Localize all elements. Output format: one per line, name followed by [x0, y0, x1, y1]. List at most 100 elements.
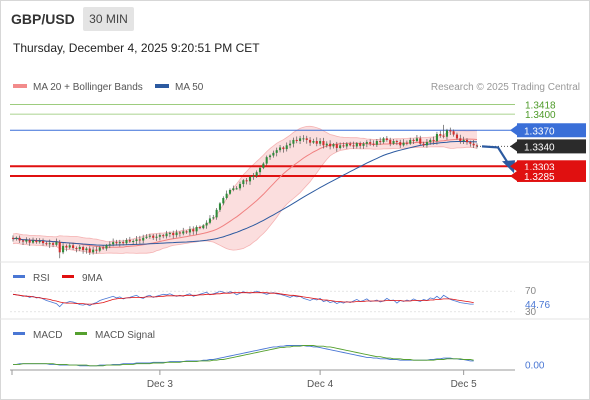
candle-body [112, 242, 115, 245]
candle-body [412, 139, 415, 142]
candle [38, 238, 41, 244]
candle-body [372, 143, 375, 145]
candle-body [282, 147, 285, 150]
candle-body [158, 235, 161, 237]
candle [145, 234, 148, 239]
rsi-ma-line [12, 292, 474, 305]
candle-body [469, 142, 472, 144]
candle-body [135, 239, 138, 242]
candle-body [185, 231, 188, 233]
candle-body [72, 245, 75, 249]
candle [452, 129, 455, 137]
candle [128, 236, 131, 243]
candle [295, 136, 298, 144]
candle [48, 239, 51, 248]
candle [35, 238, 38, 244]
candle [112, 238, 115, 247]
candle [395, 139, 398, 146]
candle [52, 241, 55, 248]
candle [215, 208, 218, 220]
timeframe-badge[interactable]: 30 MIN [83, 7, 134, 31]
candle [205, 220, 208, 229]
candle [289, 140, 292, 149]
candle-body [225, 193, 228, 199]
candle-body [465, 139, 469, 143]
candle [165, 230, 168, 239]
candle [208, 215, 211, 225]
candle-body [122, 242, 125, 244]
candle-body [429, 139, 432, 143]
candle [78, 244, 81, 252]
candle [475, 143, 479, 149]
candle [235, 186, 238, 190]
candle [315, 137, 318, 147]
candle [92, 246, 95, 255]
candle-body [339, 145, 342, 149]
candle-body [385, 138, 388, 140]
candle [172, 230, 175, 239]
candle-body [472, 143, 475, 146]
candle-body [148, 235, 151, 237]
candle [72, 242, 75, 250]
price-legend: MA 20 + Bollinger Bands MA 50 Research ©… [13, 82, 580, 93]
legend-label-macd-signal: MACD Signal [95, 330, 155, 341]
candle-body [395, 141, 398, 143]
candle-body [319, 141, 322, 144]
candle [11, 235, 15, 242]
candle [345, 142, 348, 149]
candle-body [299, 138, 302, 142]
candle [118, 239, 121, 247]
forecast-arrow [481, 145, 515, 174]
candle-body [11, 237, 15, 239]
candle-body [31, 240, 35, 243]
candle-body [235, 188, 238, 190]
candle-body [142, 237, 145, 241]
candle-body [422, 143, 425, 146]
candle [75, 246, 78, 253]
candle-body [309, 139, 312, 143]
candle [432, 136, 435, 145]
candle [238, 181, 242, 191]
candle-body [182, 231, 185, 234]
candle-body [462, 139, 465, 142]
candle-body [342, 145, 345, 147]
candle [42, 238, 45, 246]
candle-body [435, 134, 438, 142]
legend-swatch-rsi [13, 275, 25, 278]
candle-body [105, 245, 108, 249]
candle-body [415, 138, 418, 142]
candle-body [152, 235, 155, 238]
candle-body [82, 246, 85, 251]
candle [202, 224, 205, 230]
candle-body [172, 232, 175, 236]
candle [252, 172, 255, 180]
candle-body [155, 236, 158, 238]
candle [392, 139, 395, 145]
candle [262, 162, 265, 170]
candle [248, 175, 252, 185]
symbol-title: GBP/USD [11, 11, 75, 27]
candle-body [42, 241, 45, 244]
candle [245, 177, 248, 185]
candle [152, 233, 155, 240]
candle-body [62, 245, 65, 253]
candle [309, 137, 312, 146]
candle [135, 236, 138, 245]
candle-body [35, 240, 38, 243]
candle [302, 135, 305, 142]
candle [282, 146, 285, 153]
candle [422, 141, 425, 148]
legend-swatch-ma50 [155, 84, 169, 88]
legend-label-rsi: RSI [33, 273, 50, 284]
candle-body [439, 134, 442, 136]
candle-body [175, 232, 178, 236]
candle-body [322, 141, 325, 146]
candle-body [379, 141, 382, 143]
candle [182, 227, 185, 236]
candle [445, 128, 448, 140]
candle [85, 246, 88, 254]
candle [265, 155, 268, 166]
